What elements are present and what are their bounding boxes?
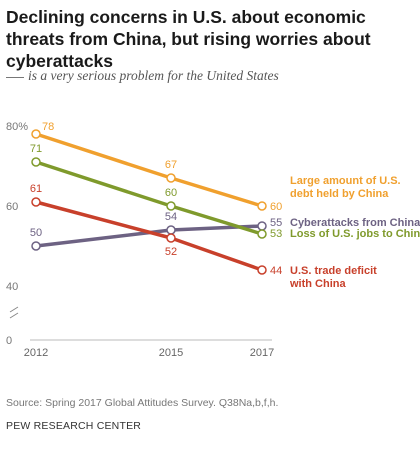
series-label: with China	[289, 278, 346, 290]
data-label: 61	[30, 183, 42, 195]
series-line	[35, 132, 263, 208]
end-data-label: 60	[270, 201, 282, 213]
subtitle-blank-line	[6, 77, 24, 78]
end-data-label: 55	[270, 217, 282, 229]
series-label: Large amount of U.S.	[290, 175, 401, 187]
chart-title: Declining concerns in U.S. about economi…	[6, 7, 371, 71]
x-tick-label: 2017	[250, 347, 274, 359]
end-data-label: 53	[270, 228, 282, 240]
series-line	[35, 200, 263, 272]
series-label: Cyberattacks from China	[290, 217, 420, 229]
data-point	[31, 197, 41, 207]
y-tick-label: 0	[6, 335, 12, 347]
y-tick-label: 40	[6, 281, 18, 293]
end-data-label: 44	[270, 265, 282, 277]
data-point	[31, 241, 41, 251]
data-point	[31, 129, 41, 139]
data-point	[257, 229, 267, 239]
data-point	[257, 221, 267, 231]
series-label: U.S. trade deficit	[290, 265, 377, 277]
data-label: 60	[165, 187, 177, 199]
x-tick-label: 2015	[159, 347, 183, 359]
y-tick-label: 80%	[6, 121, 28, 133]
data-label: 71	[30, 143, 42, 155]
axis-break-mark	[9, 306, 19, 319]
data-label: 52	[165, 246, 177, 258]
subtitle-text: is a very serious problem for the United…	[28, 68, 279, 83]
series-line	[35, 224, 263, 248]
data-label: 67	[165, 159, 177, 171]
data-label: 50	[30, 227, 42, 239]
data-point	[31, 157, 41, 167]
data-point	[166, 201, 176, 211]
source-note: Source: Spring 2017 Global Attitudes Sur…	[6, 397, 279, 409]
y-tick-label: 60	[6, 201, 18, 213]
series-label: Loss of U.S. jobs to China	[290, 228, 420, 240]
series-label: debt held by China	[290, 188, 389, 200]
data-point	[257, 265, 267, 275]
x-tick-label: 2012	[24, 347, 48, 359]
data-point	[166, 173, 176, 183]
data-point	[166, 233, 176, 243]
data-label: 54	[165, 211, 177, 223]
series-line	[35, 160, 263, 236]
organization-name: PEW RESEARCH CENTER	[6, 420, 142, 432]
data-point	[166, 225, 176, 235]
data-label: 78	[42, 121, 54, 133]
chart-subtitle: is a very serious problem for the United…	[6, 68, 279, 84]
data-point	[257, 201, 267, 211]
